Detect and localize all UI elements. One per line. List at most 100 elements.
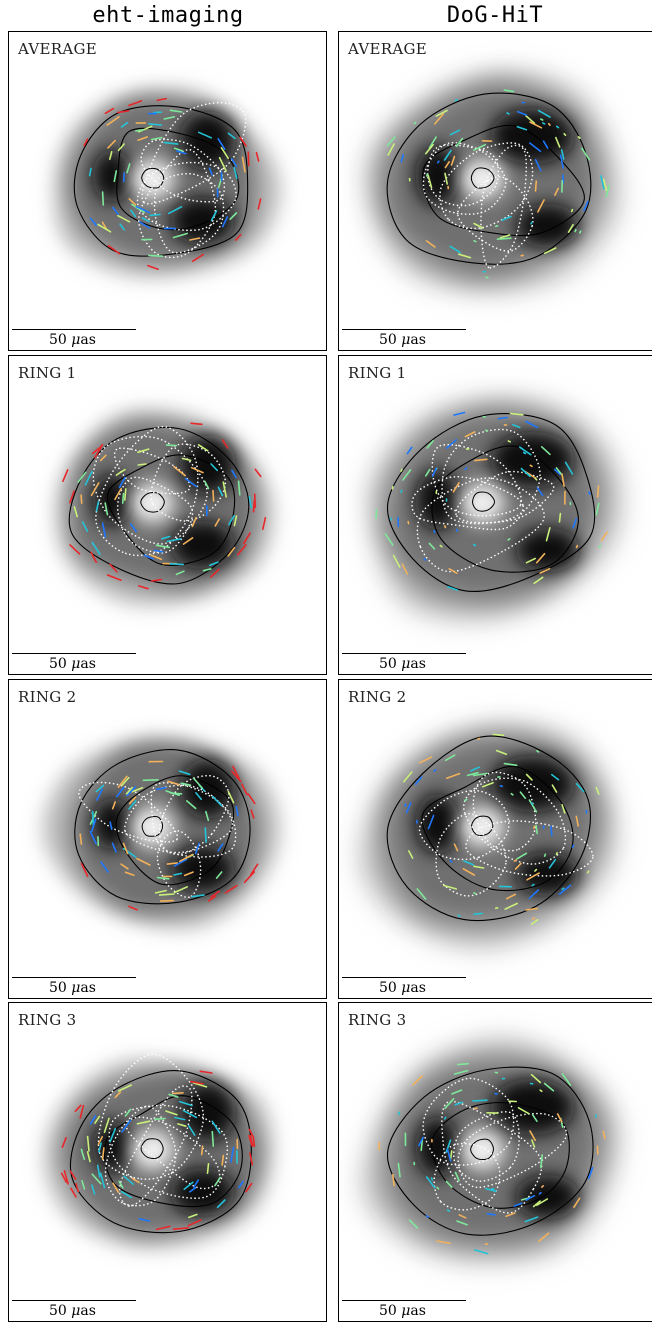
evpa-tick: [533, 918, 535, 919]
panel-label: RING 2: [18, 688, 76, 706]
central-depression: [131, 1130, 175, 1170]
evpa-tick: [213, 491, 214, 501]
scale-bar: [342, 977, 466, 978]
panel-label: AVERAGE: [348, 40, 427, 58]
intensity-map: [339, 356, 652, 674]
evpa-tick: [103, 192, 104, 205]
scale-bar-label: 50 μas: [379, 656, 426, 672]
evpa-tick: [496, 226, 498, 227]
column-title-right: DoG-HiT: [335, 3, 652, 28]
evpa-tick: [160, 894, 174, 895]
evpa-tick: [573, 845, 574, 847]
emission-peak: [416, 470, 460, 530]
evpa-tick: [125, 489, 126, 500]
evpa-tick: [123, 494, 124, 503]
evpa-tick: [507, 113, 509, 114]
emission-peak: [516, 204, 580, 248]
image-panel: RING 2 50 μas: [338, 679, 652, 999]
evpa-tick: [588, 871, 589, 873]
emission-peak: [516, 852, 580, 896]
evpa-tick: [496, 908, 498, 909]
evpa-tick: [136, 130, 143, 131]
evpa-tick: [543, 123, 545, 124]
panel-label: RING 1: [18, 364, 76, 382]
intensity-map: [339, 1003, 652, 1321]
evpa-tick: [434, 770, 436, 771]
evpa-tick: [577, 546, 578, 548]
evpa-tick: [532, 885, 534, 886]
evpa-tick: [511, 794, 513, 795]
evpa-tick: [451, 1151, 452, 1159]
evpa-tick: [149, 124, 161, 125]
evpa-tick: [138, 464, 146, 465]
evpa-tick: [535, 870, 537, 871]
intensity-map: [9, 356, 326, 674]
evpa-tick: [478, 738, 480, 739]
central-depression: [131, 159, 175, 199]
emission-peak: [180, 111, 236, 171]
evpa-tick: [445, 526, 446, 528]
evpa-tick: [475, 1108, 477, 1109]
evpa-tick: [254, 501, 255, 512]
scale-bar: [12, 329, 136, 330]
evpa-tick: [493, 734, 503, 735]
scale-bar-label: 50 μas: [49, 656, 96, 672]
evpa-tick: [414, 122, 415, 123]
evpa-tick: [253, 1137, 254, 1147]
scale-bar: [12, 977, 136, 978]
evpa-tick: [537, 751, 539, 752]
scale-bar-label: 50 μas: [49, 332, 96, 348]
evpa-tick: [457, 529, 458, 531]
intensity-map: [9, 1003, 326, 1321]
evpa-tick: [572, 210, 573, 212]
evpa-tick: [589, 492, 590, 494]
scale-bar: [12, 1300, 136, 1301]
evpa-tick: [474, 545, 476, 546]
evpa-tick: [532, 803, 533, 805]
evpa-tick: [150, 215, 160, 216]
evpa-tick: [562, 888, 564, 889]
evpa-tick: [124, 173, 125, 182]
evpa-tick: [486, 277, 488, 278]
scale-bar-label: 50 μas: [379, 1303, 426, 1319]
scale-bar-label: 50 μas: [379, 980, 426, 996]
intensity-map: [339, 680, 652, 998]
evpa-tick: [536, 826, 537, 834]
emission-peak: [491, 432, 575, 488]
evpa-tick: [450, 861, 451, 863]
evpa-tick: [399, 1113, 400, 1115]
evpa-tick: [143, 780, 158, 781]
evpa-tick: [170, 564, 183, 565]
scale-bar-label: 50 μas: [49, 1303, 96, 1319]
evpa-tick: [391, 518, 392, 520]
evpa-tick: [497, 238, 511, 239]
evpa-tick: [540, 1090, 542, 1091]
evpa-tick: [579, 137, 580, 138]
evpa-tick: [171, 793, 182, 794]
central-depression: [461, 483, 505, 523]
evpa-tick: [255, 494, 256, 507]
evpa-tick: [438, 161, 439, 163]
image-panel: RING 2 50 μas: [8, 679, 327, 999]
emission-peak: [93, 150, 133, 202]
panel-label: RING 2: [348, 688, 406, 706]
evpa-tick: [524, 453, 526, 454]
evpa-tick: [465, 468, 467, 469]
evpa-tick: [458, 1064, 468, 1065]
evpa-tick: [161, 901, 174, 902]
evpa-tick: [530, 465, 532, 466]
evpa-tick: [191, 423, 202, 424]
scale-bar-label: 50 μas: [49, 980, 96, 996]
image-panel: RING 1 50 μas: [338, 355, 652, 675]
panel-label: RING 1: [348, 364, 406, 382]
evpa-tick: [432, 1178, 433, 1180]
evpa-tick: [541, 119, 543, 120]
evpa-tick: [531, 222, 532, 224]
evpa-tick: [458, 915, 460, 916]
evpa-tick: [600, 546, 601, 548]
evpa-tick: [514, 860, 516, 861]
image-panel: RING 1 50 μas: [8, 355, 327, 675]
